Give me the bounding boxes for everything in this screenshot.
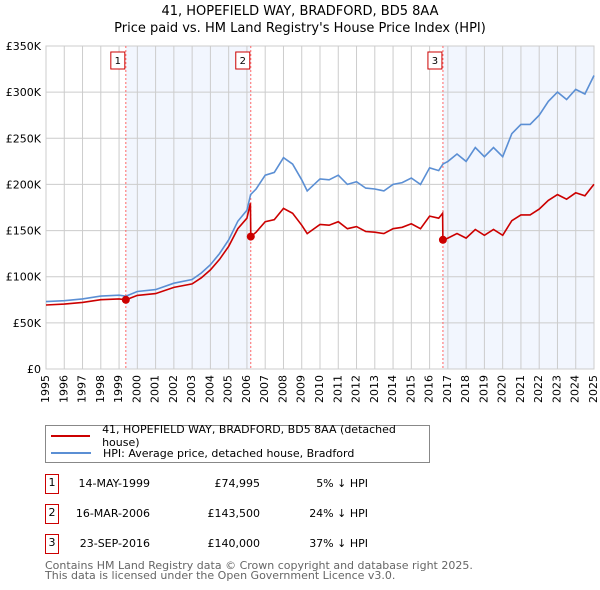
x-tick-label: 2017 xyxy=(441,375,454,403)
legend-swatch-blue xyxy=(51,452,91,454)
x-tick-label: 2020 xyxy=(496,375,509,403)
x-tick-label: 2021 xyxy=(514,375,527,403)
y-tick-label: £100K xyxy=(6,271,42,284)
hpi-line xyxy=(45,75,595,303)
legend-item-property: 41, HOPEFIELD WAY, BRADFORD, BD5 8AA (de… xyxy=(46,423,429,449)
footer-licence: This data is licensed under the Open Gov… xyxy=(45,569,396,582)
x-tick-label: 2007 xyxy=(258,375,271,403)
x-tick-label: 2024 xyxy=(569,375,582,403)
y-tick-label: £300K xyxy=(6,86,42,99)
sale-marker-label: 3 xyxy=(45,534,59,554)
sale-date: 16-MAR-2006 xyxy=(75,507,150,520)
x-tick-label: 2003 xyxy=(185,375,198,403)
sale-marker-label: 1 xyxy=(45,474,59,494)
legend-label: HPI: Average price, detached house, Brad… xyxy=(103,446,355,460)
x-tick-label: 2022 xyxy=(532,375,545,403)
x-tick-label: 2006 xyxy=(240,375,253,403)
sale-date: 14-MAY-1999 xyxy=(78,477,150,490)
y-tick-label: £250K xyxy=(6,132,42,145)
x-tick-label: 2019 xyxy=(477,375,490,403)
x-tick-label: 2004 xyxy=(203,375,216,403)
sale-price: £74,995 xyxy=(214,477,261,490)
x-tick-label: 1996 xyxy=(57,375,70,403)
x-tick-label: 2023 xyxy=(550,375,563,403)
x-tick-label: 2005 xyxy=(222,375,235,403)
legend: 41, HOPEFIELD WAY, BRADFORD, BD5 8AA (de… xyxy=(45,423,430,463)
x-tick-label: 2014 xyxy=(386,375,399,403)
y-tick-label: £350K xyxy=(6,40,42,53)
x-tick-label: 2016 xyxy=(423,375,436,403)
property-price-line xyxy=(45,183,595,306)
footer-copyright: Contains HM Land Registry data © Crown c… xyxy=(45,559,473,572)
legend-swatch-red xyxy=(51,435,91,437)
sale-price: £140,000 xyxy=(207,537,261,550)
plot-area: 1995 1996 1997 1998 1999 2000 2001 2002 2003 2004… xyxy=(6,40,600,403)
x-tick-label: 1999 xyxy=(112,375,125,403)
legend-item-hpi: HPI: Average price, detached house, Brad… xyxy=(46,445,354,461)
y-tick-label: £50K xyxy=(13,317,42,330)
chart-title: 41, HOPEFIELD WAY, BRADFORD, BD5 8AA xyxy=(161,4,439,19)
sale-marker-box xyxy=(110,51,126,70)
sale-point xyxy=(121,295,130,304)
y-tick-label: £0 xyxy=(27,363,41,376)
sale-marker-box xyxy=(235,51,251,70)
x-tick-label: 1995 xyxy=(39,375,52,403)
x-tick-label: 2018 xyxy=(459,375,472,403)
x-tick-label: 2001 xyxy=(149,375,162,403)
sale-marker-box xyxy=(427,51,443,70)
x-tick-label: 1998 xyxy=(94,375,107,403)
x-tick-label: 2000 xyxy=(130,375,143,403)
chart-subtitle: Price paid vs. HM Land Registry's House … xyxy=(114,21,486,36)
sale-marker-number: 3 xyxy=(432,56,438,67)
x-tick-label: 2011 xyxy=(331,375,344,403)
x-tick-label: 2002 xyxy=(167,375,180,403)
x-tick-label: 2015 xyxy=(404,375,417,403)
plot-border xyxy=(45,45,595,370)
sale-hpi-diff: 5% ↓ HPI xyxy=(316,477,368,490)
legend-label: 41, HOPEFIELD WAY, BRADFORD, BD5 8AA (de… xyxy=(102,423,396,449)
x-tick-label: 2009 xyxy=(295,375,308,403)
sale-hpi-diff: 24% ↓ HPI xyxy=(309,507,368,520)
x-tick-label: 2025 xyxy=(587,375,600,403)
sale-marker-number: 1 xyxy=(115,56,121,67)
x-tick-label: 2008 xyxy=(276,375,289,403)
sale-hpi-diff: 37% ↓ HPI xyxy=(309,537,368,550)
shaded-range xyxy=(442,46,594,369)
x-tick-label: 2010 xyxy=(313,375,326,403)
sale-marker-label: 2 xyxy=(45,504,59,524)
y-tick-label: £150K xyxy=(6,225,42,238)
sale-marker-number: 2 xyxy=(240,56,246,67)
sale-date: 23-SEP-2016 xyxy=(79,537,150,550)
shaded-range xyxy=(125,46,251,369)
y-tick-label: £200K xyxy=(6,178,42,191)
sale-price: £143,500 xyxy=(207,507,261,520)
x-tick-label: 2012 xyxy=(350,375,363,403)
x-tick-label: 2013 xyxy=(368,375,381,403)
sale-point xyxy=(246,232,255,241)
x-tick-label: 1997 xyxy=(76,375,89,403)
sale-point xyxy=(438,235,447,244)
